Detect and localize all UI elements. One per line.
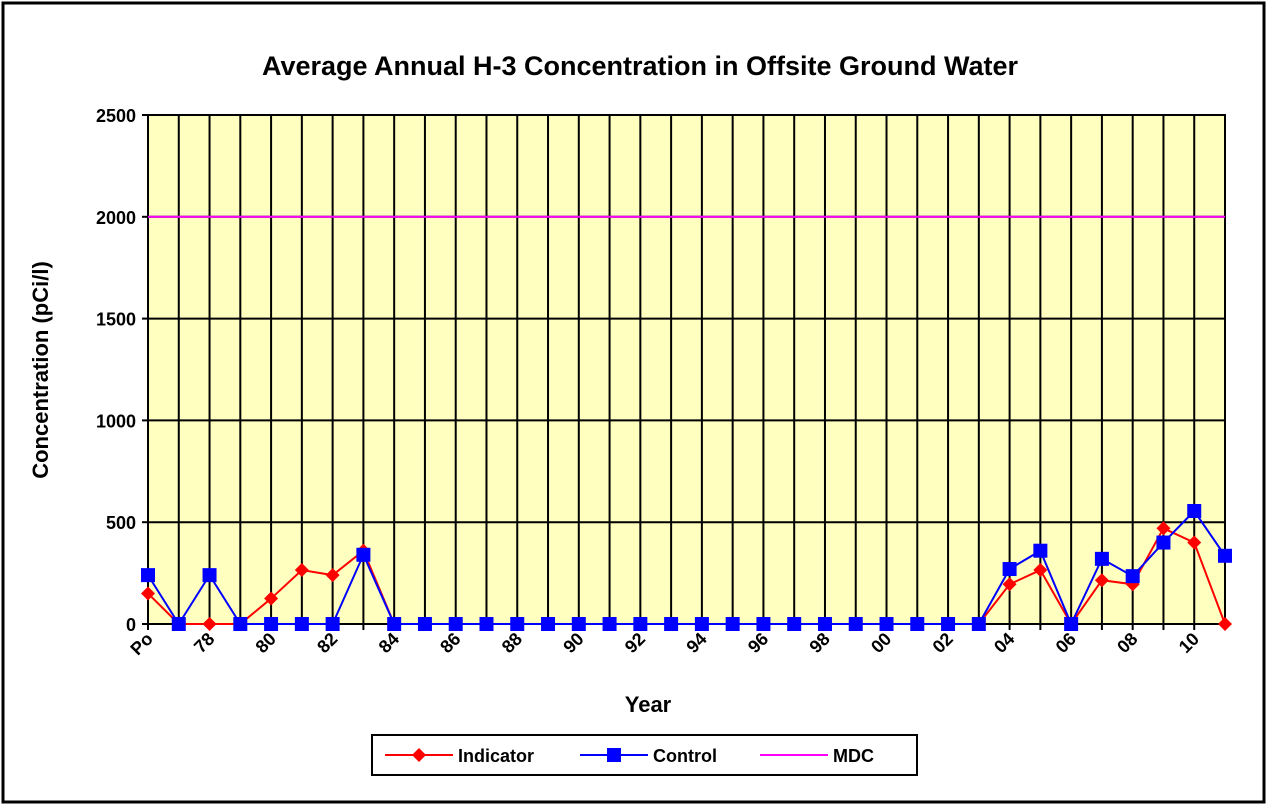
marker bbox=[602, 617, 617, 631]
x-axis-label: Year bbox=[625, 692, 672, 717]
marker bbox=[756, 617, 771, 631]
marker bbox=[387, 617, 402, 631]
marker bbox=[1094, 551, 1109, 566]
marker bbox=[141, 568, 155, 583]
marker bbox=[787, 617, 802, 631]
y-axis-label: Concentration (pCi/l) bbox=[28, 261, 53, 479]
marker bbox=[202, 617, 217, 631]
marker bbox=[1218, 548, 1232, 563]
marker bbox=[233, 617, 248, 631]
marker bbox=[541, 617, 556, 631]
legend: Indicator Control MDC bbox=[371, 734, 918, 776]
marker bbox=[171, 617, 186, 631]
y-tick-label: 1000 bbox=[96, 411, 136, 431]
plot-area bbox=[147, 114, 1226, 625]
marker bbox=[510, 617, 525, 631]
marker bbox=[202, 568, 217, 583]
marker bbox=[1187, 535, 1202, 550]
marker bbox=[417, 617, 432, 631]
y-tick-label: 0 bbox=[126, 615, 136, 635]
marker bbox=[1218, 617, 1232, 631]
y-tick-label: 2000 bbox=[96, 208, 136, 228]
chart-title: Average Annual H-3 Concentration in Offs… bbox=[262, 51, 1019, 81]
y-tick-label: 500 bbox=[106, 513, 136, 533]
marker bbox=[1033, 563, 1048, 578]
y-tick-label: 1500 bbox=[96, 310, 136, 330]
marker bbox=[848, 617, 863, 631]
marker bbox=[694, 617, 709, 631]
marker bbox=[264, 617, 279, 631]
marker bbox=[1156, 535, 1171, 550]
marker bbox=[1187, 504, 1202, 519]
marker bbox=[879, 617, 894, 631]
marker bbox=[941, 617, 956, 631]
marker bbox=[448, 617, 463, 631]
y-tick-label: 2500 bbox=[96, 106, 136, 126]
marker bbox=[264, 591, 279, 606]
marker bbox=[971, 617, 986, 631]
marker bbox=[817, 617, 832, 631]
marker bbox=[141, 586, 155, 601]
legend-label: Indicator bbox=[458, 746, 534, 766]
legend-marker bbox=[607, 748, 621, 762]
marker bbox=[1064, 617, 1079, 631]
marker bbox=[571, 617, 586, 631]
marker bbox=[294, 617, 309, 631]
marker bbox=[1094, 573, 1109, 588]
marker bbox=[325, 617, 340, 631]
marker bbox=[294, 563, 309, 578]
marker bbox=[633, 617, 648, 631]
legend-marker bbox=[412, 748, 426, 762]
marker bbox=[356, 547, 371, 562]
legend-label: Control bbox=[653, 746, 717, 766]
marker bbox=[910, 617, 925, 631]
marker bbox=[1125, 569, 1140, 584]
legend-label: MDC bbox=[833, 746, 874, 766]
marker bbox=[664, 617, 679, 631]
marker bbox=[1002, 562, 1017, 577]
marker bbox=[1156, 521, 1171, 536]
marker bbox=[1002, 577, 1017, 592]
marker bbox=[1033, 543, 1048, 558]
marker bbox=[479, 617, 494, 631]
marker bbox=[725, 617, 740, 631]
marker bbox=[325, 568, 340, 583]
